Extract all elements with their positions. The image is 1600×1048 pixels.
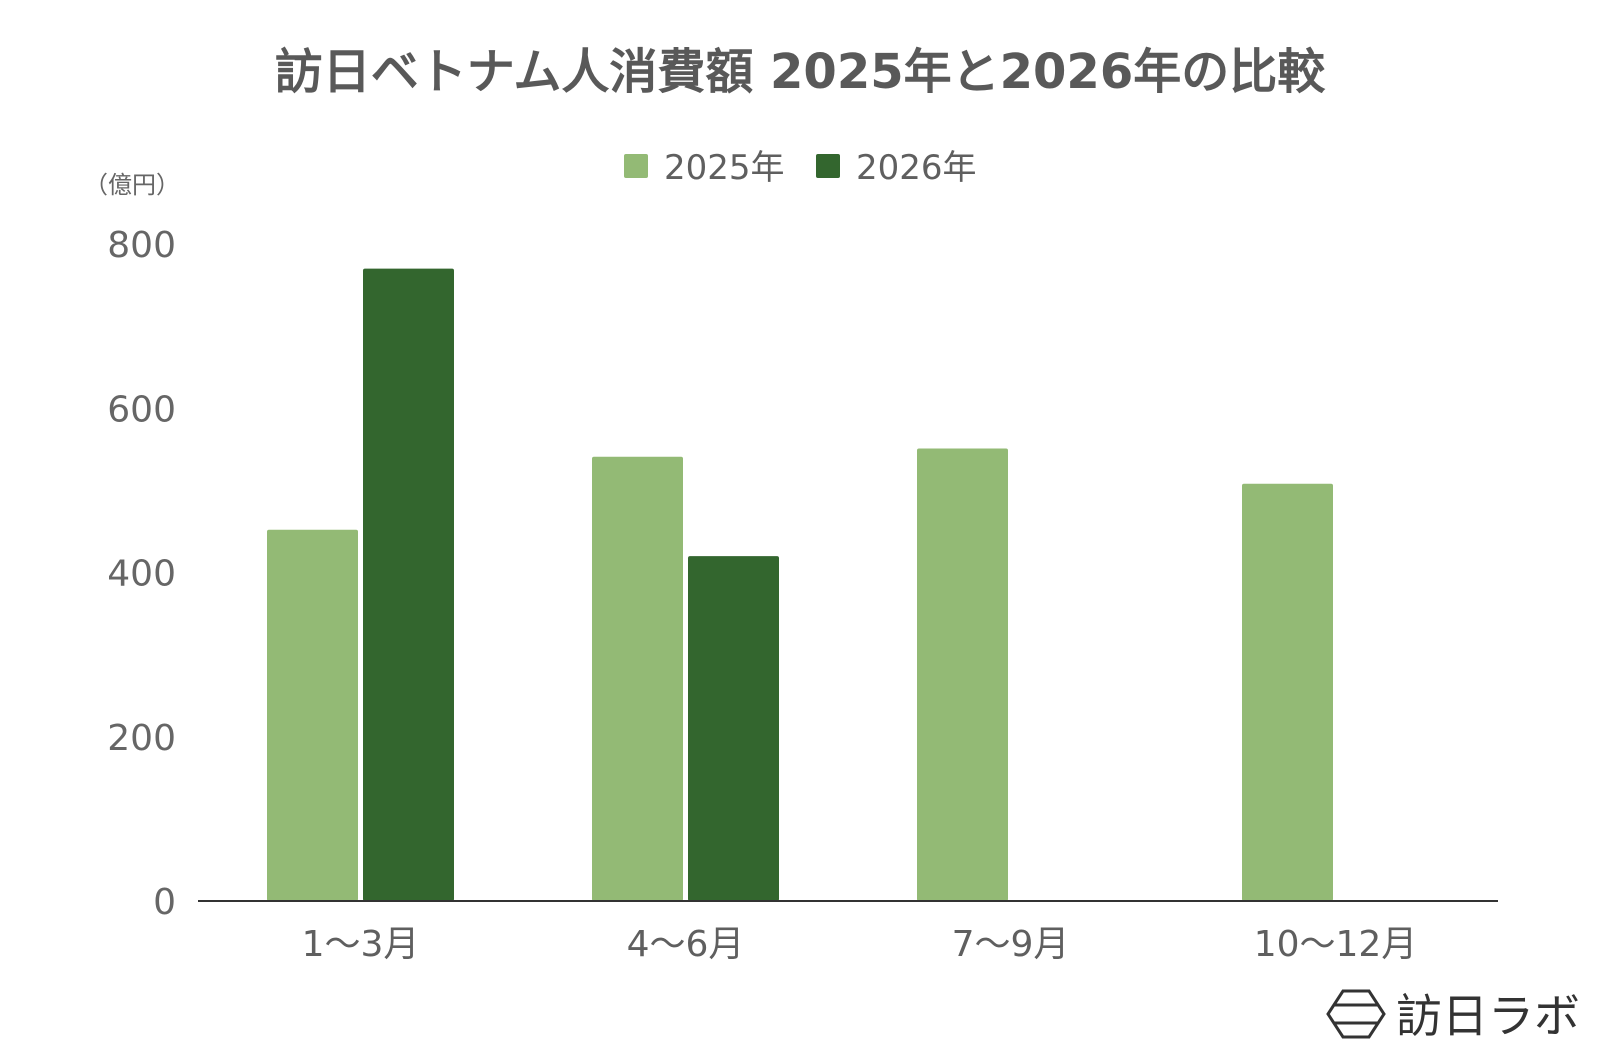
x-tick-label: 10〜12月 bbox=[1254, 924, 1418, 965]
x-tick-label: 4〜6月 bbox=[627, 924, 745, 965]
y-axis-unit: （億円） bbox=[84, 171, 180, 199]
bar-1-3 bbox=[917, 448, 1008, 901]
hexagon-logo-icon bbox=[1326, 989, 1386, 1039]
bar-1-4 bbox=[1242, 483, 1333, 901]
legend: 2025年 2026年 bbox=[624, 148, 977, 188]
bar-2-2 bbox=[688, 556, 779, 901]
bar-1-2 bbox=[592, 456, 683, 901]
x-tick-label: 1〜3月 bbox=[302, 924, 420, 965]
y-tick-label: 200 bbox=[107, 718, 176, 759]
bar-2-1 bbox=[363, 268, 454, 901]
y-tick-label: 600 bbox=[107, 389, 176, 430]
y-axis-ticks: 0 200 400 600 800 bbox=[107, 225, 176, 923]
legend-label-1: 2025年 bbox=[664, 148, 785, 188]
x-axis-ticks: 1〜3月 4〜6月 7〜9月 10〜12月 bbox=[302, 924, 1418, 965]
legend-label-2: 2026年 bbox=[856, 148, 977, 188]
bars bbox=[267, 268, 1333, 901]
y-tick-label: 400 bbox=[107, 554, 176, 595]
bar-1-1 bbox=[267, 529, 358, 901]
legend-swatch-2 bbox=[816, 154, 840, 178]
logo: 訪日ラボ bbox=[1326, 989, 1580, 1043]
legend-swatch-1 bbox=[624, 154, 648, 178]
logo-text: 訪日ラボ bbox=[1396, 989, 1580, 1043]
y-tick-label: 0 bbox=[153, 882, 176, 923]
y-tick-label: 800 bbox=[107, 225, 176, 266]
x-tick-label: 7〜9月 bbox=[952, 924, 1070, 965]
chart-title: 訪日ベトナム人消費額 2025年と2026年の比較 bbox=[275, 44, 1326, 100]
